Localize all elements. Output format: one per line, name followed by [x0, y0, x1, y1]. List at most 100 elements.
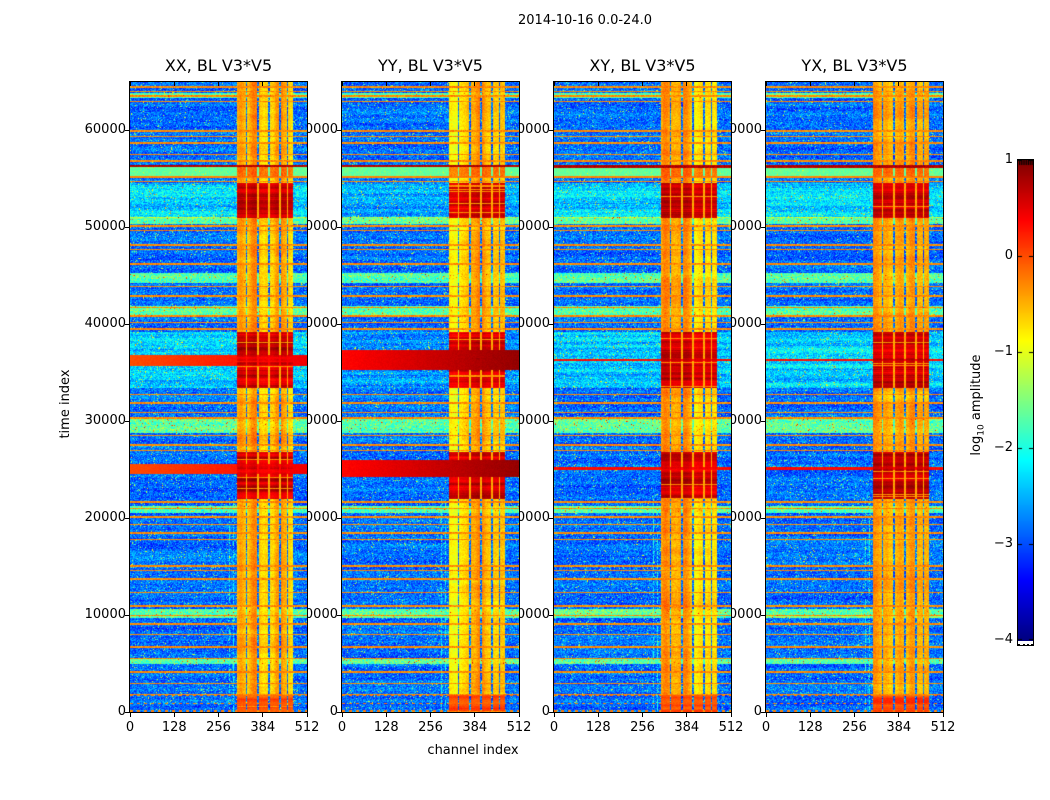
y-tick-left	[549, 615, 553, 616]
x-tick-label: 128	[585, 720, 611, 735]
x-tick-label: 128	[161, 720, 187, 735]
heatmap-canvas-3	[766, 82, 943, 712]
x-tick-bottom	[218, 713, 219, 717]
x-tick-bottom	[597, 713, 599, 717]
x-tick-label: 0	[549, 720, 559, 735]
x-tick-label: 512	[930, 720, 956, 735]
y-tick-label: 20000	[84, 510, 126, 526]
y-tick-left	[125, 518, 129, 519]
x-tick-top	[385, 82, 387, 86]
y-tick-left	[125, 324, 129, 325]
y-tick-label: 0	[753, 704, 762, 719]
y-tick-left	[337, 130, 341, 131]
x-tick-bottom	[430, 713, 431, 717]
x-tick-top	[518, 82, 520, 86]
y-tick-left	[761, 615, 765, 616]
y-tick-left	[125, 227, 129, 228]
x-tick-label: 384	[462, 720, 488, 735]
heatmap-panel-0	[129, 81, 308, 713]
heatmap-canvas-1	[342, 82, 519, 712]
panel-title-1: YY, BL V3*V5	[378, 56, 483, 75]
x-tick-label: 512	[718, 720, 744, 735]
y-tick-left	[761, 130, 765, 131]
heatmap-panel-1	[341, 81, 520, 713]
x-tick-bottom	[262, 713, 264, 717]
y-tick-left	[549, 324, 553, 325]
y-tick-left	[549, 130, 553, 131]
x-tick-bottom	[129, 713, 131, 717]
x-tick-top	[854, 82, 855, 86]
y-tick-left	[761, 227, 765, 228]
colorbar	[1017, 159, 1034, 646]
x-tick-top	[306, 82, 308, 86]
heatmap-canvas-2	[554, 82, 731, 712]
x-tick-bottom	[341, 713, 343, 717]
x-tick-bottom	[385, 713, 387, 717]
heatmap-canvas-0	[130, 82, 307, 712]
y-tick-label: 50000	[84, 219, 126, 235]
x-tick-label: 256	[418, 720, 443, 735]
x-tick-top	[765, 82, 767, 86]
y-tick-label: 60000	[84, 122, 126, 138]
y-tick-label: 10000	[84, 607, 126, 623]
y-tick-left	[125, 615, 129, 616]
x-tick-label: 0	[125, 720, 135, 735]
y-tick-left	[337, 615, 341, 616]
panel-title-0: XX, BL V3*V5	[164, 56, 273, 75]
x-tick-top	[809, 82, 811, 86]
x-tick-label: 512	[506, 720, 532, 735]
y-tick-left	[761, 712, 765, 713]
x-tick-label: 512	[294, 720, 320, 735]
x-tick-top	[942, 82, 944, 86]
panel-title-3: YX, BL V3*V5	[801, 56, 908, 75]
colorbar-tick-label: −1	[993, 344, 1013, 359]
y-tick-left	[549, 712, 553, 713]
x-tick-bottom	[765, 713, 767, 717]
y-tick-label: 30000	[84, 413, 126, 429]
x-tick-bottom	[474, 713, 476, 717]
heatmap-panel-2	[553, 81, 732, 713]
x-tick-bottom	[642, 713, 643, 717]
colorbar-gradient	[1018, 160, 1033, 641]
y-tick-left	[337, 712, 341, 713]
heatmap-panel-3	[765, 81, 944, 713]
y-tick-left	[125, 712, 129, 713]
x-tick-top	[262, 82, 264, 86]
x-tick-top	[474, 82, 476, 86]
x-tick-top	[597, 82, 599, 86]
x-tick-bottom	[730, 713, 732, 717]
x-tick-top	[686, 82, 688, 86]
y-tick-label: 40000	[84, 316, 126, 332]
y-tick-left	[761, 324, 765, 325]
panel-title-2: XY, BL V3*V5	[589, 56, 696, 75]
x-tick-bottom	[306, 713, 308, 717]
y-tick-label: 0	[541, 704, 550, 719]
x-tick-top	[341, 82, 343, 86]
y-tick-label: 0	[117, 704, 126, 719]
y-tick-left	[549, 421, 553, 422]
x-tick-label: 256	[842, 720, 867, 735]
y-tick-left	[549, 227, 553, 228]
colorbar-tick-label: 0	[1004, 248, 1013, 263]
figure-title: 2014-10-16 0.0-24.0	[518, 13, 652, 28]
x-tick-label: 128	[797, 720, 823, 735]
x-tick-label: 128	[373, 720, 399, 735]
x-tick-bottom	[898, 713, 900, 717]
y-tick-left	[549, 518, 553, 519]
y-tick-left	[337, 421, 341, 422]
y-tick-label: 0	[329, 704, 338, 719]
x-tick-bottom	[942, 713, 944, 717]
x-tick-label: 0	[337, 720, 347, 735]
x-tick-top	[642, 82, 643, 86]
x-tick-top	[730, 82, 732, 86]
y-tick-left	[337, 518, 341, 519]
x-tick-bottom	[809, 713, 811, 717]
x-tick-label: 256	[206, 720, 231, 735]
colorbar-label-sub: 10	[976, 424, 987, 436]
x-tick-top	[218, 82, 219, 86]
y-tick-left	[125, 421, 129, 422]
y-tick-left	[337, 227, 341, 228]
x-axis-label: channel index	[427, 743, 519, 758]
x-tick-label: 0	[761, 720, 771, 735]
